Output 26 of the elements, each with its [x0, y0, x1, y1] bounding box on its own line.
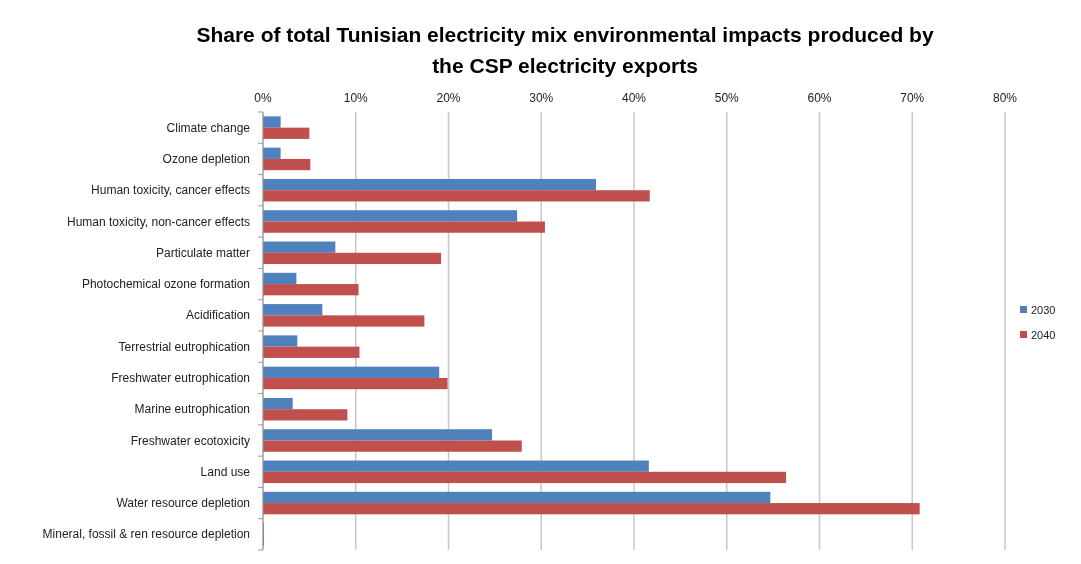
x-tick-label: 10%: [343, 91, 369, 105]
chart-title: Share of total Tunisian electricity mix environmental impacts produced by the CSP electricity exports: [196, 23, 934, 77]
y-tick-label: Land use: [200, 464, 251, 479]
y-tick-label: Climate change: [166, 120, 251, 135]
y-tick-label: Mineral, fossil & ren resource depletion: [42, 527, 250, 542]
y-tick-label: Acidification: [185, 308, 250, 323]
y-tick-label: Water resource depletion: [116, 496, 250, 511]
x-tick-label: 30%: [529, 91, 554, 105]
legend-label: 2040: [1031, 329, 1056, 341]
x-tick-label: 60%: [807, 91, 832, 105]
x-tick-label: 70%: [900, 91, 925, 105]
x-tick-label: 50%: [714, 91, 740, 105]
y-tick-label: Ozone depletion: [162, 151, 250, 166]
x-tick-label: 80%: [992, 91, 1018, 105]
x-tick-label: 20%: [436, 91, 461, 105]
y-tick-label: Human toxicity, cancer effects: [91, 183, 250, 198]
x-tick-label: 0%: [254, 91, 272, 105]
y-tick-label: Marine eutrophication: [134, 402, 250, 417]
y-tick-label: Particulate matter: [155, 245, 250, 260]
y-tick-label: Human toxicity, non-cancer effects: [67, 214, 250, 229]
x-tick-label: 40%: [621, 91, 647, 105]
y-tick-label: Freshwater ecotoxicity: [130, 433, 250, 448]
legend-label: 2030: [1031, 304, 1056, 316]
y-tick-label: Terrestrial eutrophication: [118, 339, 250, 354]
y-tick-label: Photochemical ozone formation: [81, 277, 250, 292]
y-tick-label: Freshwater eutrophication: [111, 370, 250, 385]
